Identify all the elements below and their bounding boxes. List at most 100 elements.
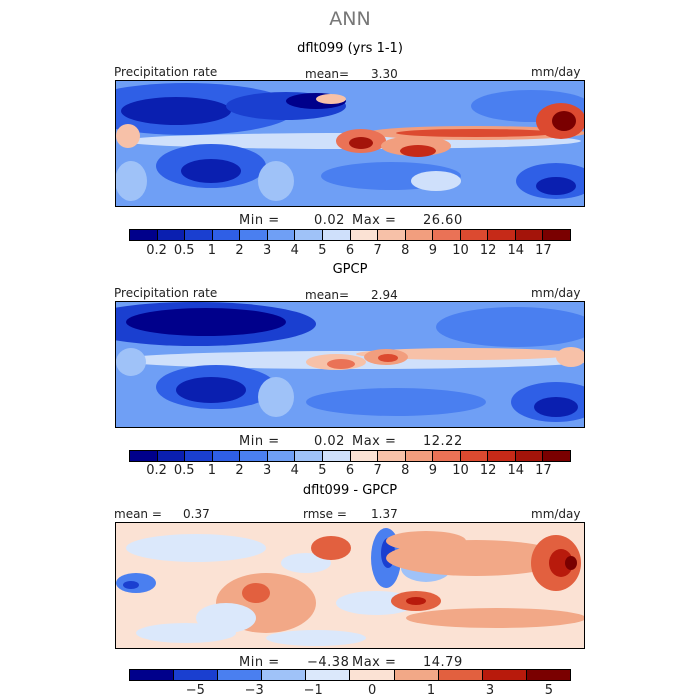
colorbar-tick-label: −1 [303,683,323,698]
colorbar-tick-label: 9 [428,463,438,478]
colorbar-tick-label: 10 [452,243,469,258]
panel1-max-label: Max = [352,213,397,228]
panel1-mean-value: 3.30 [371,67,398,81]
colorbar-swatch [378,451,406,461]
colorbar-swatch [130,670,175,680]
panel1-colorbar-ticks: 0.2 0.5 1 2 3 4 5 6 7 8 9 10 12 14 17 [129,243,571,259]
colorbar-tick-label: −3 [244,683,264,698]
panel3-colorbar-ticks: −5 −3 −1 0 1 3 5 [129,683,571,699]
colorbar-swatch [322,230,351,240]
colorbar-tick-label: 1 [207,243,217,258]
colorbar-swatch [350,230,379,240]
colorbar-tick-label: 1 [207,463,217,478]
colorbar-swatch [543,451,570,461]
colorbar-swatch [130,230,158,240]
colorbar-tick-label: 17 [535,463,552,478]
panel1-units: mm/day [531,65,581,79]
colorbar-tick-label: 3 [262,243,272,258]
panel1-mean-label: mean= [305,67,350,81]
panel2-units: mm/day [531,286,581,300]
colorbar-tick-label: 3 [485,683,495,698]
colorbar-tick-label: 1 [426,683,436,698]
colorbar-swatch [405,230,434,240]
panel2-min-value: 0.02 [314,434,345,449]
colorbar-swatch [460,451,489,461]
panel2-mean-label: mean= [305,288,350,302]
colorbar-tick-label: 0.5 [173,243,195,258]
colorbar-swatch [378,230,406,240]
colorbar-tick-label: 3 [262,463,272,478]
colorbar-swatch [262,670,307,680]
colorbar-tick-label: 5 [318,243,327,258]
panel2-title: GPCP [332,262,368,277]
colorbar-swatch [433,451,461,461]
colorbar-tick-label: 0.2 [146,463,167,478]
panel2-max-label: Max = [352,434,397,449]
colorbar-tick-label: 2 [235,243,244,258]
colorbar-swatch [295,451,323,461]
colorbar-swatch [543,230,570,240]
colorbar-swatch [295,230,323,240]
panel3-title: dflt099 - GPCP [302,483,398,498]
colorbar-swatch [482,670,527,680]
panel1-map [115,80,585,207]
colorbar-swatch [405,451,434,461]
colorbar-tick-label: 5 [544,683,554,698]
colorbar-tick-label: −5 [185,683,205,698]
colorbar-tick-label: 7 [373,463,382,478]
colorbar-swatch [322,451,351,461]
colorbar-swatch [460,230,489,240]
figure-title: ANN [329,8,371,30]
colorbar-tick-label: 14 [507,463,525,478]
colorbar-swatch [218,670,263,680]
colorbar-swatch [350,451,379,461]
panel2-colorbar [129,450,571,462]
panel1-colorbar [129,229,571,241]
colorbar-swatch [174,670,219,680]
panel3-rmse-label: rmse = [303,507,347,521]
panel3-min-value: −4.38 [307,655,350,670]
colorbar-tick-label: 12 [479,243,497,258]
colorbar-swatch [130,451,158,461]
colorbar-tick-label: 6 [345,243,355,258]
panel2-min-label: Min = [239,434,280,449]
panel1-field [116,81,584,206]
panel3-units: mm/day [531,507,581,521]
colorbar-swatch [394,670,439,680]
colorbar-tick-label: 8 [401,243,410,258]
colorbar-swatch [350,670,395,680]
colorbar-swatch [526,670,570,680]
colorbar-swatch [240,451,268,461]
colorbar-swatch [267,230,296,240]
panel2-colorbar-ticks: 0.2 0.5 1 2 3 4 5 6 7 8 9 10 12 14 17 [129,463,571,479]
panel2-field [116,302,584,427]
colorbar-tick-label: 0 [367,683,377,698]
colorbar-tick-label: 8 [401,463,410,478]
colorbar-swatch [515,230,544,240]
colorbar-swatch [185,451,213,461]
panel3-max-label: Max = [352,655,397,670]
panel3-rmse-value: 1.37 [371,507,398,521]
colorbar-tick-label: 7 [373,243,382,258]
colorbar-swatch [240,230,268,240]
colorbar-tick-label: 5 [318,463,327,478]
colorbar-tick-label: 4 [290,463,299,478]
colorbar-swatch [306,670,351,680]
colorbar-swatch [157,230,186,240]
panel3-colorbar [129,669,571,681]
colorbar-swatch [212,451,241,461]
panel3-field [116,523,584,648]
colorbar-tick-label: 4 [290,243,299,258]
colorbar-tick-label: 9 [428,243,438,258]
panel3-mean-value: 0.37 [183,507,210,521]
panel1-min-value: 0.02 [314,213,345,228]
colorbar-swatch [438,670,483,680]
colorbar-tick-label: 0.2 [146,243,167,258]
colorbar-swatch [488,230,516,240]
colorbar-swatch [267,451,296,461]
panel2-mean-value: 2.94 [371,288,398,302]
panel2-variable-label: Precipitation rate [114,286,218,300]
colorbar-tick-label: 12 [479,463,497,478]
colorbar-tick-label: 17 [535,243,552,258]
panel3-map [115,522,585,649]
